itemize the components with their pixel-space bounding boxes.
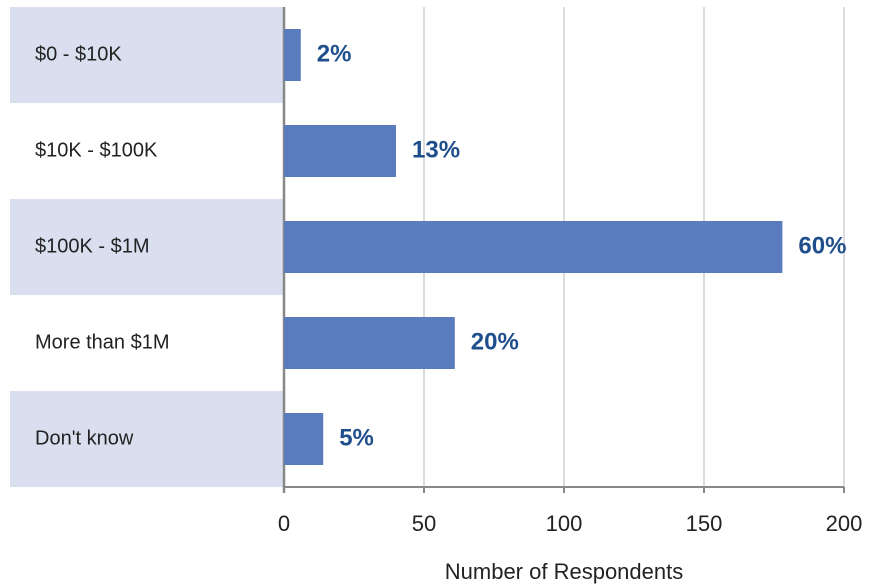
x-tick-label: 200 bbox=[826, 511, 863, 536]
value-label: 20% bbox=[471, 328, 519, 355]
x-axis-title: Number of Respondents bbox=[445, 559, 683, 584]
y-tick-label: Don't know bbox=[35, 427, 134, 449]
y-tick-label: $100K - $1M bbox=[35, 235, 150, 257]
value-label: 13% bbox=[412, 136, 460, 163]
bar bbox=[284, 221, 783, 273]
x-tick-label: 150 bbox=[686, 511, 723, 536]
y-tick-label: $0 - $10K bbox=[35, 43, 122, 65]
bar bbox=[284, 125, 396, 177]
bar bbox=[284, 413, 324, 465]
bar bbox=[284, 29, 301, 81]
value-label: 5% bbox=[339, 424, 374, 451]
x-tick-label: 100 bbox=[546, 511, 583, 536]
row-band bbox=[10, 199, 284, 295]
value-label: 2% bbox=[317, 40, 352, 67]
y-tick-label: $10K - $100K bbox=[35, 139, 158, 161]
value-label: 60% bbox=[798, 232, 846, 259]
x-tick-label: 0 bbox=[278, 511, 290, 536]
bar bbox=[284, 317, 455, 369]
row-band bbox=[10, 7, 284, 103]
y-tick-label: More than $1M bbox=[35, 331, 170, 353]
x-tick-label: 50 bbox=[412, 511, 436, 536]
row-band bbox=[10, 391, 284, 487]
